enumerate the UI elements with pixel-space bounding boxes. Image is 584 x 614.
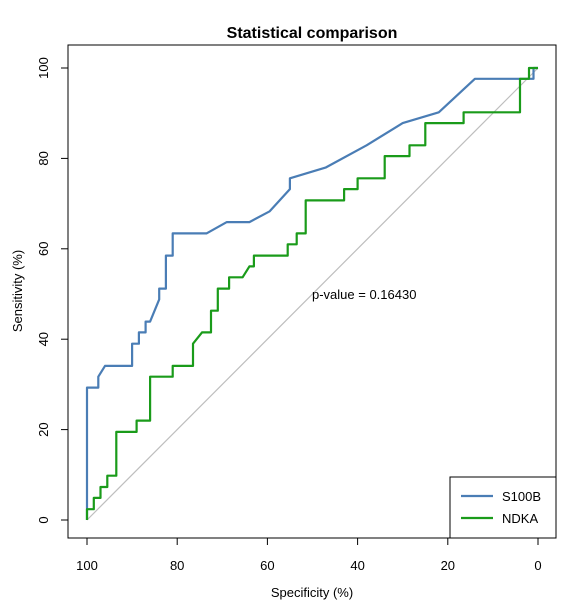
y-tick-label: 0 [36, 516, 51, 523]
series-line-ndka [85, 66, 538, 520]
x-axis: 100 80 60 40 20 0 [76, 537, 542, 573]
y-axis-label: Sensitivity (%) [10, 250, 25, 332]
x-tick-label: 40 [350, 558, 364, 573]
legend-label-ndka: NDKA [502, 511, 538, 526]
y-tick-label: 20 [36, 422, 51, 436]
series-layer [85, 66, 538, 520]
y-axis: 0 20 40 60 80 100 [36, 57, 69, 524]
x-tick-label: 0 [534, 558, 541, 573]
y-tick-label: 100 [36, 57, 51, 79]
x-tick-label: 100 [76, 558, 98, 573]
legend-label-s100b: S100B [502, 489, 541, 504]
x-tick-label: 20 [441, 558, 455, 573]
reference-diagonal [86, 67, 539, 521]
chart-title: Statistical comparison [227, 25, 398, 42]
legend: S100B NDKA [449, 476, 557, 539]
y-tick-label: 40 [36, 332, 51, 346]
series-line-s100b [85, 66, 538, 520]
y-tick-label: 60 [36, 242, 51, 256]
y-tick-label: 80 [36, 151, 51, 165]
x-axis-label: Specificity (%) [271, 585, 353, 600]
x-tick-label: 60 [260, 558, 274, 573]
x-tick-label: 80 [170, 558, 184, 573]
p-value-annotation: p-value = 0.16430 [312, 287, 416, 302]
legend-box [449, 476, 557, 539]
